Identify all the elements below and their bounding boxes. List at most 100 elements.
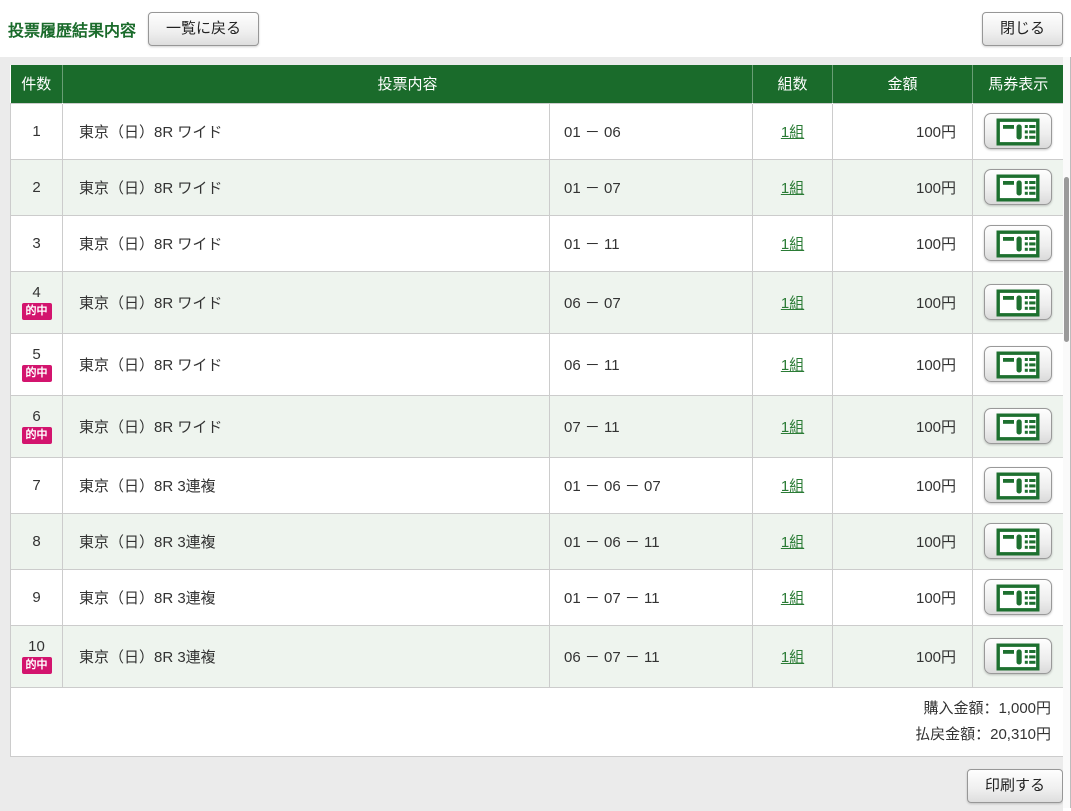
ticket-cell bbox=[972, 332, 1065, 396]
hit-badge: 的中 bbox=[21, 427, 52, 444]
sets-cell: 1組 bbox=[752, 568, 834, 626]
betting-ticket-icon bbox=[996, 174, 1040, 202]
betting-ticket-icon bbox=[996, 230, 1040, 258]
show-ticket-button[interactable] bbox=[984, 283, 1053, 320]
row-number: 9 bbox=[32, 588, 41, 606]
sets-link[interactable]: 1組 bbox=[780, 356, 805, 374]
amount-value: 100円 bbox=[832, 512, 974, 570]
amount-value: 100円 bbox=[832, 394, 974, 458]
row-count-cell: 8 bbox=[10, 512, 63, 570]
bet-numbers: 06 － 07 － 11 bbox=[548, 624, 754, 688]
table-row: 9 東京（日）8R 3連複 01 － 07 － 11 1組 100円 bbox=[10, 568, 1065, 626]
bet-numbers: 06 － 11 bbox=[548, 332, 754, 396]
sets-cell: 1組 bbox=[752, 102, 834, 160]
show-ticket-button[interactable] bbox=[984, 407, 1053, 444]
sets-link[interactable]: 1組 bbox=[780, 589, 805, 607]
col-header-content: 投票内容 bbox=[61, 65, 753, 103]
print-row: 印刷する bbox=[10, 768, 1063, 811]
sets-link[interactable]: 1組 bbox=[780, 294, 805, 312]
hit-badge: 的中 bbox=[21, 657, 52, 674]
show-ticket-button[interactable] bbox=[984, 578, 1053, 615]
show-ticket-button[interactable] bbox=[984, 224, 1053, 261]
row-number: 5 bbox=[32, 346, 41, 364]
bet-description: 東京（日）8R ワイド bbox=[62, 394, 550, 458]
betting-ticket-icon bbox=[996, 528, 1040, 556]
amount-value: 100円 bbox=[832, 332, 974, 396]
table-row: 1 東京（日）8R ワイド 01 － 06 1組 100円 bbox=[10, 102, 1065, 160]
col-header-count: 件数 bbox=[10, 65, 63, 103]
betting-ticket-icon bbox=[996, 584, 1040, 612]
sets-cell: 1組 bbox=[752, 214, 834, 272]
sets-cell: 1組 bbox=[752, 394, 834, 458]
topbar: 投票履歴結果内容 一覧に戻る 閉じる bbox=[0, 0, 1063, 57]
betting-ticket-icon bbox=[996, 643, 1040, 671]
sets-cell: 1組 bbox=[752, 270, 834, 334]
ticket-cell bbox=[972, 394, 1065, 458]
sets-cell: 1組 bbox=[752, 512, 834, 570]
table-row: 3 東京（日）8R ワイド 01 － 11 1組 100円 bbox=[10, 214, 1065, 272]
row-number: 4 bbox=[32, 284, 41, 302]
payout-total: 払戻金額：20,310円 bbox=[915, 725, 1052, 743]
ticket-cell bbox=[972, 624, 1065, 688]
row-count-cell: 1 bbox=[10, 102, 63, 160]
row-number: 3 bbox=[32, 234, 41, 252]
row-count-cell: 2 bbox=[10, 158, 63, 216]
scrollbar-thumb[interactable] bbox=[1064, 177, 1069, 342]
row-number: 10 bbox=[28, 638, 45, 656]
bet-description: 東京（日）8R ワイド bbox=[62, 332, 550, 396]
col-header-sets: 組数 bbox=[752, 65, 833, 103]
sets-link[interactable]: 1組 bbox=[780, 477, 805, 495]
show-ticket-button[interactable] bbox=[984, 522, 1053, 559]
show-ticket-button[interactable] bbox=[984, 112, 1053, 149]
content-area: 件数 投票内容 組数 金額 馬券表示 1 東京（日）8R ワイド 01 － 06… bbox=[0, 57, 1065, 811]
table-row: 7 東京（日）8R 3連複 01 － 06 － 07 1組 100円 bbox=[10, 456, 1065, 514]
summary-row: 購入金額：1,000円 払戻金額：20,310円 bbox=[9, 686, 1065, 757]
bet-numbers: 01 － 11 bbox=[548, 214, 754, 272]
show-ticket-button[interactable] bbox=[984, 637, 1053, 674]
amount-value: 100円 bbox=[832, 456, 974, 514]
show-ticket-button[interactable] bbox=[984, 168, 1053, 205]
col-header-amount: 金額 bbox=[832, 65, 973, 103]
row-number: 8 bbox=[32, 532, 41, 550]
row-number: 2 bbox=[32, 178, 41, 196]
ticket-cell bbox=[972, 102, 1065, 160]
bet-description: 東京（日）8R ワイド bbox=[62, 214, 550, 272]
betting-ticket-icon bbox=[996, 351, 1040, 379]
print-button[interactable]: 印刷する bbox=[966, 768, 1063, 803]
bet-numbers: 06 － 07 bbox=[548, 270, 754, 334]
ticket-cell bbox=[972, 568, 1065, 626]
show-ticket-button[interactable] bbox=[984, 466, 1053, 503]
bet-numbers: 07 － 11 bbox=[548, 394, 754, 458]
sets-link[interactable]: 1組 bbox=[780, 123, 805, 141]
ticket-cell bbox=[972, 214, 1065, 272]
bet-description: 東京（日）8R ワイド bbox=[62, 270, 550, 334]
table-row: 2 東京（日）8R ワイド 01 － 07 1組 100円 bbox=[10, 158, 1065, 216]
table-row: 5 的中 東京（日）8R ワイド 06 － 11 1組 100円 bbox=[10, 332, 1065, 396]
sets-cell: 1組 bbox=[752, 624, 834, 688]
hit-badge: 的中 bbox=[21, 365, 52, 382]
row-count-cell: 3 bbox=[10, 214, 63, 272]
row-count-cell: 9 bbox=[10, 568, 63, 626]
table-row: 8 東京（日）8R 3連複 01 － 06 － 11 1組 100円 bbox=[10, 512, 1065, 570]
sets-link[interactable]: 1組 bbox=[780, 235, 805, 253]
row-count-cell: 4 的中 bbox=[10, 270, 63, 334]
scrollbar-track[interactable] bbox=[1063, 57, 1071, 808]
bet-numbers: 01 － 06 － 11 bbox=[548, 512, 754, 570]
amount-value: 100円 bbox=[832, 158, 974, 216]
sets-link[interactable]: 1組 bbox=[780, 418, 805, 436]
sets-link[interactable]: 1組 bbox=[780, 533, 805, 551]
row-count-cell: 7 bbox=[10, 456, 63, 514]
ticket-cell bbox=[972, 512, 1065, 570]
betting-ticket-icon bbox=[996, 413, 1040, 441]
table-header-row: 件数 投票内容 組数 金額 馬券表示 bbox=[10, 65, 1064, 103]
hit-badge: 的中 bbox=[21, 303, 52, 320]
sets-link[interactable]: 1組 bbox=[780, 648, 805, 666]
bet-description: 東京（日）8R 3連複 bbox=[62, 512, 550, 570]
close-button[interactable]: 閉じる bbox=[981, 11, 1063, 46]
sets-link[interactable]: 1組 bbox=[780, 179, 805, 197]
back-to-list-button[interactable]: 一覧に戻る bbox=[148, 11, 260, 46]
bet-numbers: 01 － 07 － 11 bbox=[548, 568, 754, 626]
show-ticket-button[interactable] bbox=[984, 345, 1053, 382]
sets-cell: 1組 bbox=[752, 456, 834, 514]
